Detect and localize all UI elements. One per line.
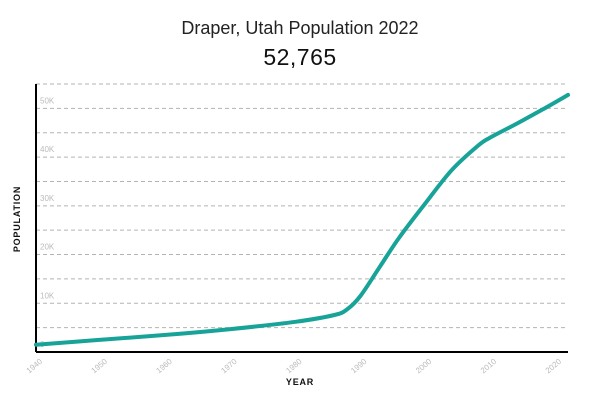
x-tick-label: 2020 — [544, 357, 564, 376]
population-series-line — [34, 92, 570, 347]
x-tick-label: 1940 — [25, 357, 45, 376]
x-tick-label: 1980 — [284, 357, 304, 376]
x-tick-label: 1970 — [219, 357, 239, 376]
y-tick-label: 10K — [40, 291, 55, 300]
y-tick-label: 30K — [40, 194, 55, 203]
y-tick-label: 40K — [40, 145, 55, 154]
x-tick-label: 2010 — [479, 357, 499, 376]
x-tick-label: 1950 — [90, 357, 110, 376]
headline-population-value: 52,765 — [263, 44, 337, 70]
x-axis-label: YEAR — [285, 377, 315, 387]
x-tick-label: 1990 — [349, 357, 369, 376]
x-tick-label: 1960 — [154, 357, 174, 376]
y-tick-label: 50K — [40, 96, 55, 105]
y-tick-label: 20K — [40, 243, 55, 252]
x-tick-label: 2000 — [414, 357, 434, 376]
chart-title: Draper, Utah Population 2022 — [181, 18, 419, 38]
